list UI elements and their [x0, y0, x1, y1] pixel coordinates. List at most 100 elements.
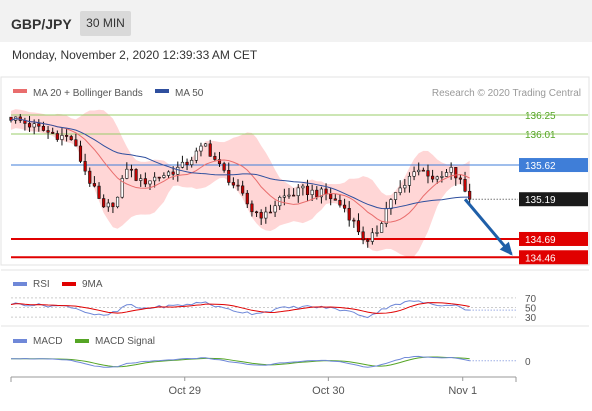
- candle-body: [227, 170, 231, 183]
- candle-body: [412, 171, 416, 177]
- candle-body: [375, 232, 379, 234]
- candle-body: [264, 211, 268, 219]
- candle-body: [319, 188, 323, 198]
- candle-body: [115, 196, 120, 208]
- macd-line: [10, 355, 470, 368]
- candle-body: [421, 169, 425, 172]
- candle-body: [245, 192, 249, 205]
- candle-body: [88, 170, 92, 184]
- candle-body: [384, 208, 388, 224]
- candle-body: [51, 131, 55, 134]
- candle-body: [231, 182, 235, 186]
- candle-body: [435, 176, 439, 180]
- x-tick-label: Oct 29: [169, 385, 201, 397]
- candle-body: [162, 175, 166, 178]
- candle-body: [440, 176, 444, 178]
- candle-body: [199, 145, 203, 152]
- candle-body: [92, 183, 96, 187]
- rsi-legend-swatch: [13, 282, 27, 286]
- x-tick-label: Oct 30: [312, 385, 344, 397]
- candle-body: [407, 175, 412, 186]
- candle-body: [343, 204, 347, 209]
- candle-body: [148, 180, 152, 185]
- x-axis: Oct 29 Oct 30 Nov 1: [10, 376, 517, 397]
- candle-body: [468, 190, 472, 200]
- candle-body: [60, 135, 64, 140]
- macd-signal-legend-swatch: [75, 339, 89, 343]
- candle-body: [310, 189, 314, 196]
- candle-body: [449, 167, 453, 173]
- candle-body: [171, 171, 175, 175]
- candle-body: [120, 178, 124, 198]
- level-label: 134.69: [525, 235, 556, 246]
- candle-body: [366, 239, 370, 242]
- timestamp: Monday, November 2, 2020 12:39:33 AM CET: [12, 48, 258, 62]
- candle-body: [153, 176, 157, 182]
- candle-body: [32, 123, 36, 128]
- candle-body: [125, 168, 129, 179]
- candle-body: [65, 135, 69, 137]
- candle-body: [134, 169, 138, 181]
- candle-body: [27, 123, 32, 128]
- last-price-box: [519, 192, 588, 207]
- level-label: 136.25: [525, 111, 556, 122]
- ma50-legend-swatch: [155, 89, 169, 93]
- candle-body: [180, 161, 184, 168]
- macd-signal-line: [10, 356, 470, 368]
- candle-body: [139, 178, 143, 181]
- candle-body: [301, 185, 305, 189]
- candle-body: [208, 143, 212, 157]
- rsi-ma-legend-swatch: [62, 282, 76, 286]
- level-label: 136.01: [525, 130, 556, 141]
- candle-body: [166, 171, 171, 176]
- candle-body: [393, 192, 398, 200]
- candle-body: [356, 220, 361, 233]
- ma50-line: [10, 118, 470, 210]
- rsi-legend-label: RSI: [33, 279, 50, 290]
- candle-body: [102, 198, 106, 208]
- macd-legend-label: MACD: [33, 336, 62, 347]
- candle-body: [426, 170, 430, 177]
- price-panel: [0, 76, 590, 266]
- candle-body: [273, 205, 277, 213]
- candle-body: [254, 211, 259, 214]
- forecast-arrow: [463, 198, 513, 256]
- candle-body: [194, 150, 198, 161]
- level-label-box: [519, 250, 588, 265]
- candle-body: [74, 139, 78, 147]
- candle-body: [305, 185, 310, 196]
- candle-body: [370, 232, 374, 242]
- candle-body: [329, 193, 333, 200]
- candle-body: [458, 177, 462, 180]
- candle-body: [41, 125, 46, 131]
- candle-body: [190, 160, 194, 166]
- level-label: 135.62: [525, 161, 556, 172]
- candle-body: [204, 143, 208, 147]
- candle-body: [97, 185, 101, 199]
- candle-body: [176, 166, 180, 175]
- candle-body: [417, 169, 421, 173]
- rsi-legend: RSI 9MA: [13, 279, 103, 290]
- currency-pair-title: GBP/JPY: [11, 16, 72, 32]
- price-plot: 136.25 136.01 135.62 134.69 134.46 135.19: [9, 109, 588, 265]
- candle-body: [347, 208, 351, 221]
- candle-body: [268, 211, 273, 214]
- candle-body: [106, 202, 110, 208]
- candle-body: [250, 203, 254, 213]
- candle-body: [217, 159, 222, 164]
- candle-body: [222, 163, 226, 171]
- candle-body: [389, 199, 393, 210]
- last-price-label: 135.19: [525, 195, 556, 206]
- level-label-box: [519, 231, 588, 246]
- candle-body: [46, 130, 50, 133]
- candle-body: [185, 161, 189, 166]
- candle-body: [236, 184, 240, 187]
- candle-body: [287, 194, 291, 197]
- candle-body: [380, 223, 384, 233]
- interval-badge[interactable]: 30 MIN: [80, 11, 131, 36]
- candle-body: [361, 231, 365, 241]
- level-label-box: [519, 158, 588, 173]
- candle-body: [398, 187, 402, 194]
